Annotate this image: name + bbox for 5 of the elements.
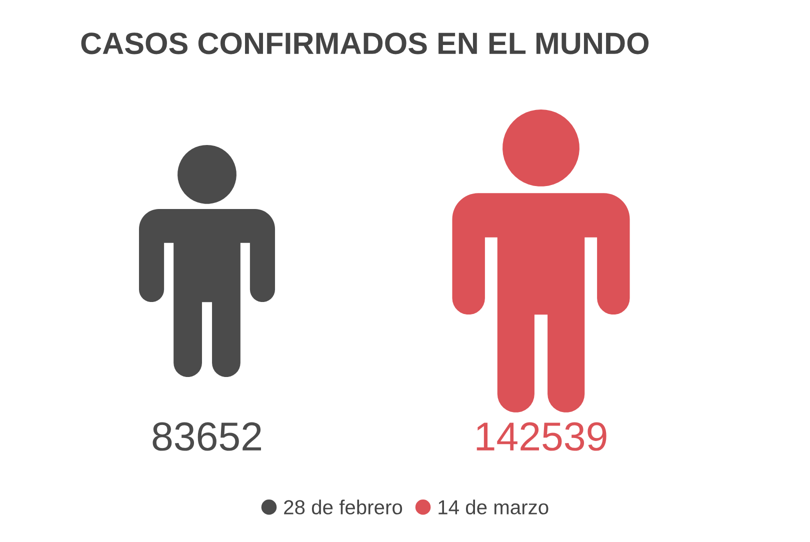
text: CASOS CONFIRMADOS EN EL MUNDO <box>81 32 649 54</box>
data-label: 142539 <box>476 422 606 451</box>
data-label: 83652 <box>152 422 261 451</box>
legend-label: 14 de marzo <box>438 500 548 514</box>
legend-label: 28 de febrero <box>284 500 402 514</box>
